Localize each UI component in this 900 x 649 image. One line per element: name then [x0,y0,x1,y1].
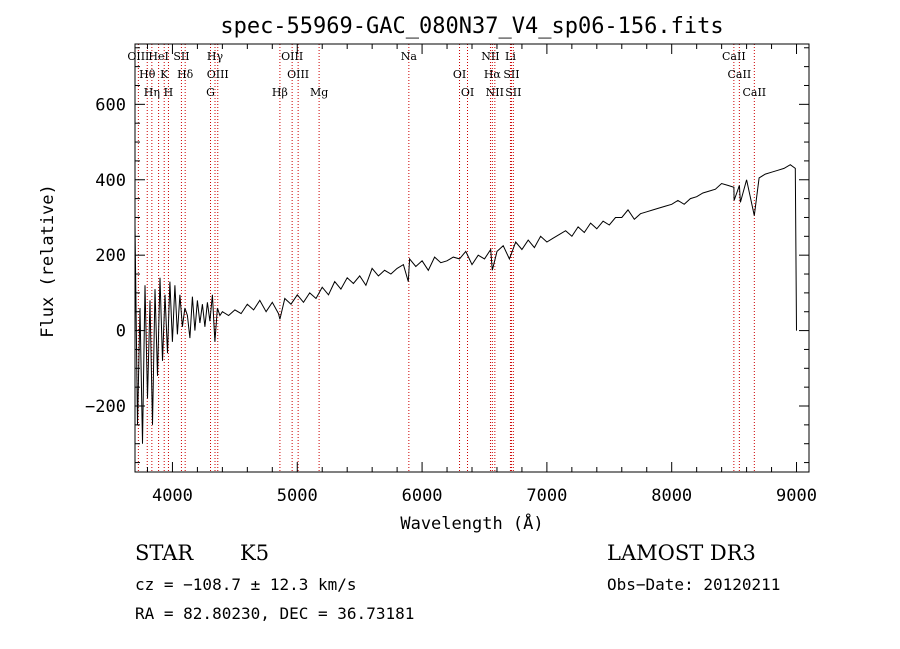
ref-line-label: H [164,86,174,99]
sky-coordinates: RA = 82.80230, DEC = 36.73181 [135,604,415,623]
ref-line-label: SII [503,68,519,81]
ref-line-label: OIII [281,50,303,63]
flux-series-line [134,164,797,444]
reference-line-labels: OIIIHθHηHeIKHSIIHδGHγOIIIHβOIIIOIIIMgNaO… [127,50,766,99]
ref-line-label: Hδ [177,68,194,81]
ref-line-label: OIII [207,68,229,81]
y-tick-label: 600 [95,95,126,115]
ref-line-label: CaII [728,68,752,81]
ref-line-label: CaII [742,86,766,99]
ref-line-label: HeI [148,50,168,63]
ref-line-label: Hθ [139,68,156,81]
ref-line-label: NII [481,50,499,63]
ref-line-label: SII [505,86,521,99]
y-tick-label: 0 [116,322,126,342]
y-tick-label: −200 [85,397,126,417]
x-tick-label: 6000 [402,486,443,506]
ref-line-label: OIII [127,50,149,63]
object-class-label: STAR [135,541,194,565]
ref-line-label: NII [486,86,504,99]
ref-line-label: Hα [484,68,502,81]
y-axis-label: Flux (relative) [38,184,58,338]
y-tick-label: 200 [95,246,126,266]
x-axis-ticks: 4000 5000 6000 7000 8000 9000 [146,44,817,506]
x-tick-label: 8000 [651,486,692,506]
x-axis-label: Wavelength (Å) [400,512,543,534]
ref-line-label: OI [453,68,466,81]
chart-title: spec-55969-GAC_080N37_V4_sp06-156.fits [220,14,723,39]
ref-line-label: Li [505,50,516,63]
x-tick-label: 7000 [526,486,567,506]
ref-line-label: G [206,86,215,99]
ref-line-label: OI [461,86,474,99]
ref-line-label: CaII [722,50,746,63]
ref-line-label: Hη [144,86,160,99]
survey-release: LAMOST DR3 [607,541,756,565]
object-subclass: K5 [240,541,270,565]
x-tick-label: 5000 [277,486,318,506]
ref-line-label: Na [401,50,418,63]
x-tick-label: 9000 [776,486,817,506]
ref-line-label: SII [173,50,189,63]
redshift-velocity: cz = −108.7 ± 12.3 km/s [135,575,357,594]
y-tick-label: 400 [95,171,126,191]
reference-lines [137,44,755,472]
y-axis-ticks: −200 0 200 400 600 [85,47,809,464]
ref-line-label: Hβ [272,86,288,99]
plot-frame [134,43,810,473]
ref-line-label: Mg [310,86,328,99]
x-tick-label: 4000 [152,486,193,506]
ref-line-label: K [160,68,169,81]
ref-line-label: Hγ [207,50,224,63]
observation-date: Obs−Date: 20120211 [607,575,781,594]
ref-line-label: OIII [287,68,309,81]
